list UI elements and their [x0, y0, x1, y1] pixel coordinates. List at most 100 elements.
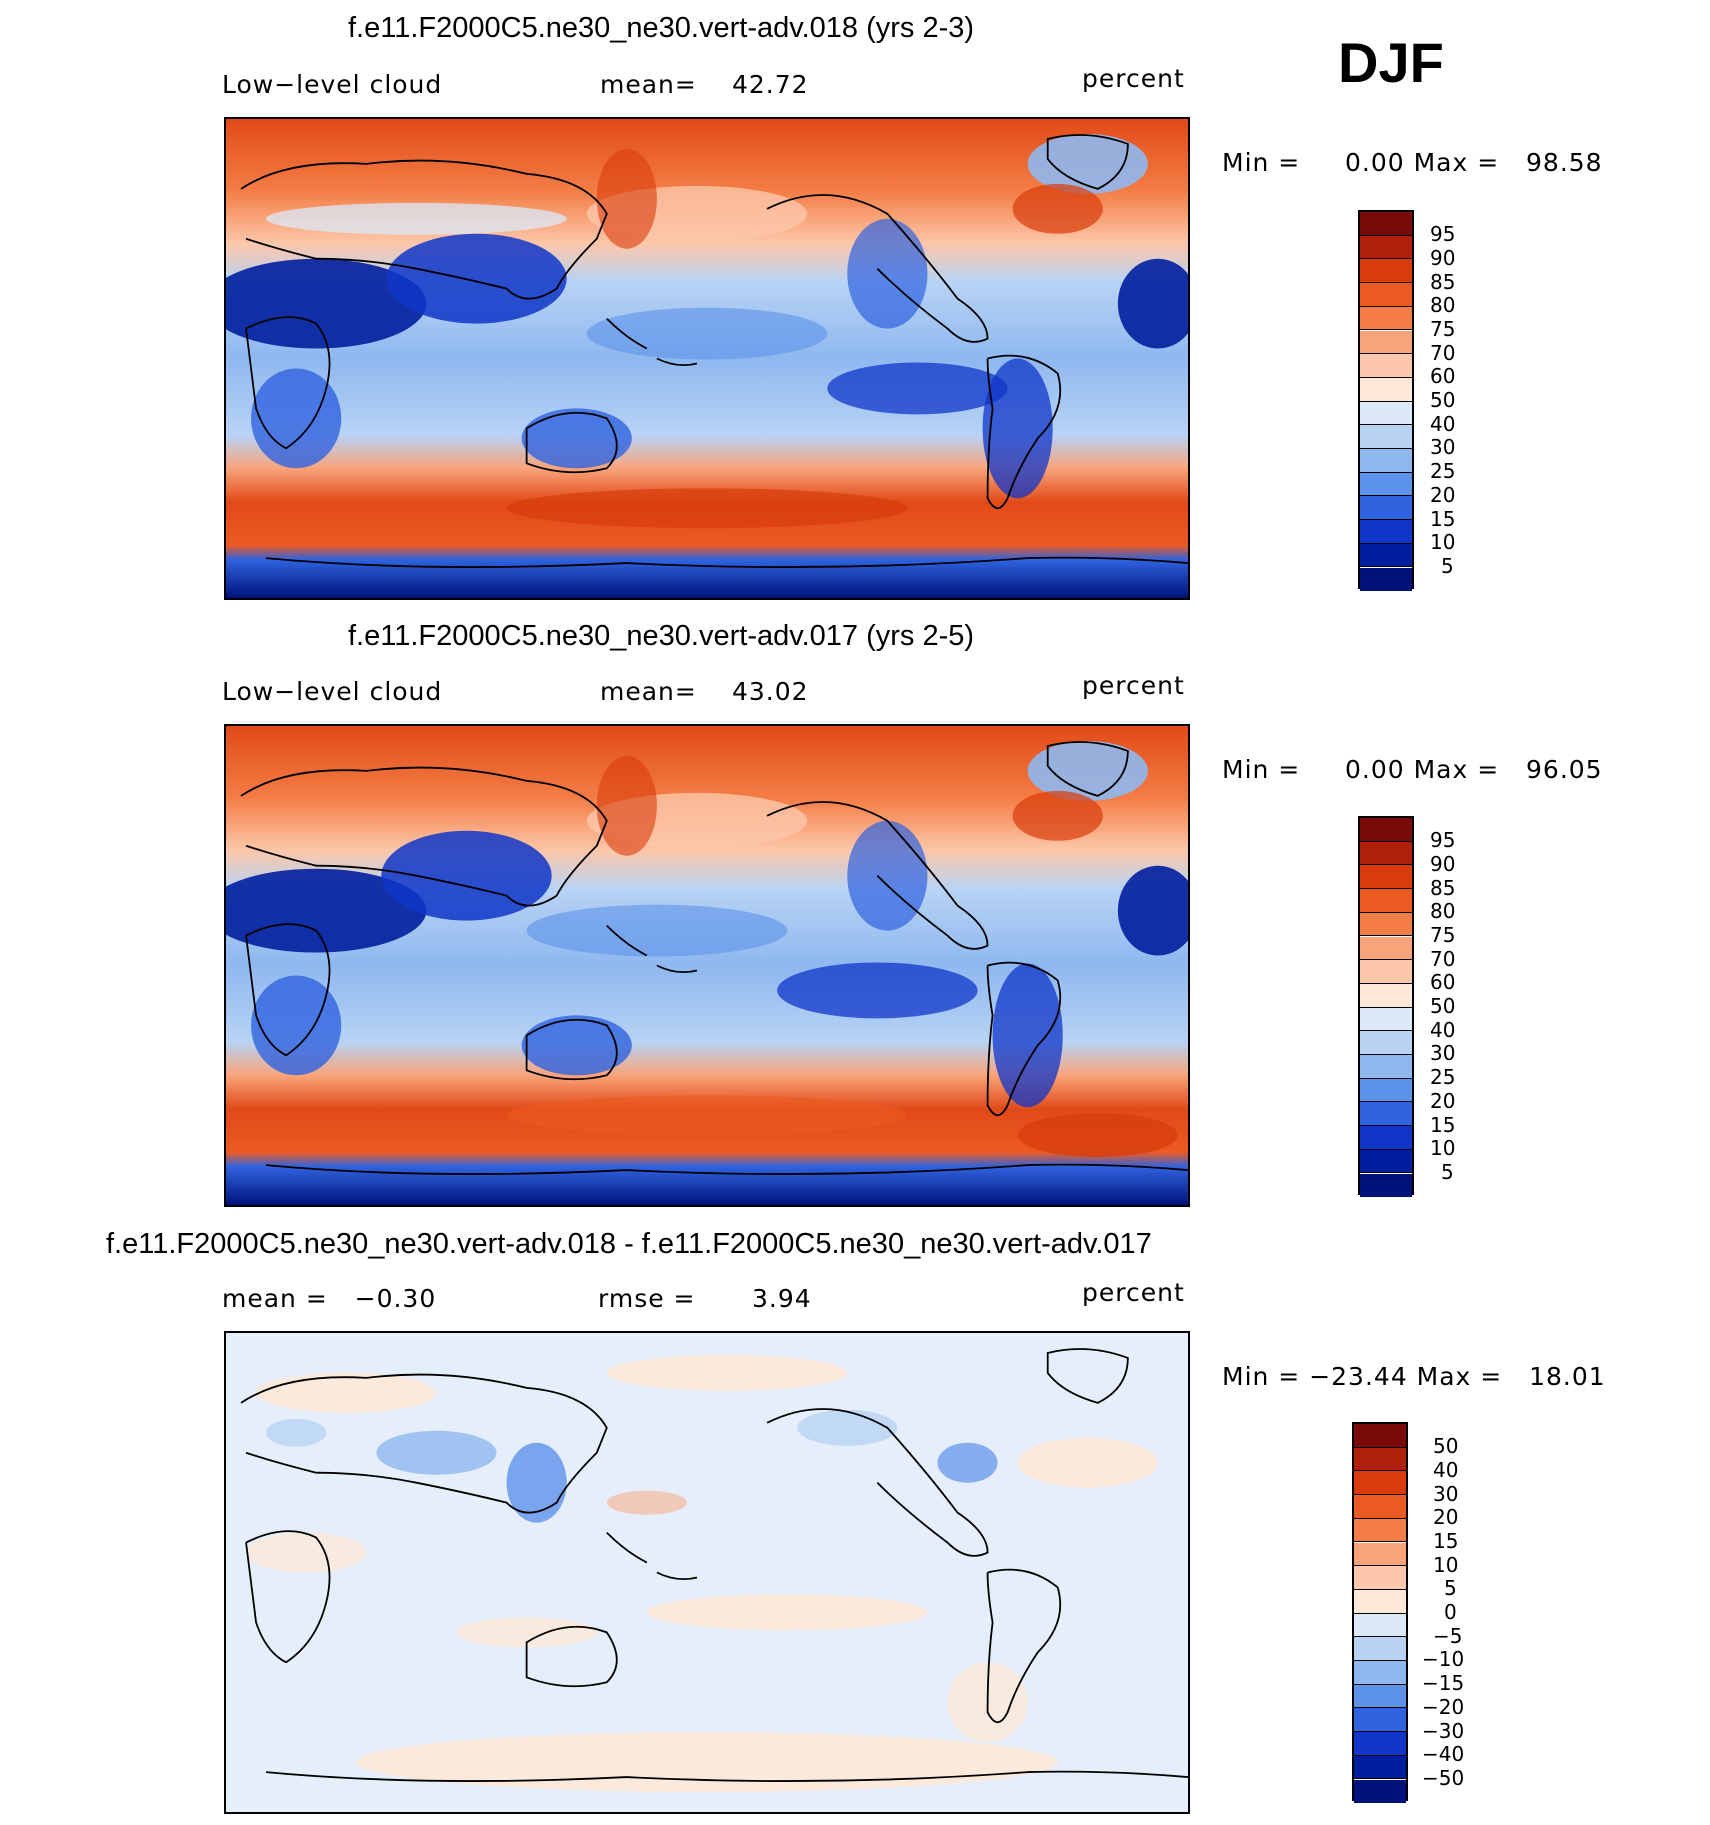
colorbar-box	[1360, 567, 1412, 591]
colorbar-tick: −5	[1433, 1624, 1463, 1648]
colorbar-tick: −10	[1422, 1647, 1465, 1671]
colorbar-tick: 90	[1430, 852, 1456, 876]
colorbar-box	[1360, 401, 1412, 426]
colorbar-tick: 80	[1430, 899, 1456, 923]
colorbar-tick: 60	[1430, 364, 1456, 388]
colorbar-tick: 25	[1430, 459, 1456, 483]
colorbar-tick: 50	[1430, 388, 1456, 412]
colorbar-tick: −40	[1422, 1742, 1465, 1766]
colorbar-box	[1360, 1126, 1412, 1150]
colorbar-box	[1354, 1542, 1406, 1567]
colorbar-box	[1354, 1684, 1406, 1709]
colorbar-box	[1360, 1149, 1412, 1174]
colorbar-tick: 75	[1430, 317, 1456, 341]
panel-3-rmse-label: rmse =	[598, 1284, 696, 1313]
colorbar-tick: 5	[1441, 1160, 1454, 1184]
panel-1-colorbar	[1358, 210, 1414, 591]
panel-1-map-field	[226, 119, 1188, 598]
colorbar-tick: 85	[1430, 876, 1456, 900]
colorbar-tick: 75	[1430, 923, 1456, 947]
colorbar-box	[1354, 1447, 1406, 1472]
colorbar-box	[1354, 1471, 1406, 1496]
colorbar-box	[1354, 1779, 1406, 1803]
colorbar-box	[1360, 259, 1412, 284]
colorbar-tick: 95	[1430, 222, 1456, 246]
colorbar-tick: 15	[1430, 1113, 1456, 1137]
colorbar-tick: 20	[1430, 1089, 1456, 1113]
panel-1-mean-label: mean=	[600, 70, 697, 99]
colorbar-box	[1360, 283, 1412, 307]
panel-2-mean-value: 43.02	[732, 677, 809, 706]
colorbar-box	[1354, 1613, 1406, 1638]
colorbar-box	[1360, 235, 1412, 260]
colorbar-box	[1354, 1755, 1406, 1780]
panel-1-minmax: Min = 0.00 Max = 98.58	[1222, 148, 1603, 177]
colorbar-box	[1360, 841, 1412, 866]
colorbar-tick: −30	[1422, 1719, 1465, 1743]
colorbar-tick: 85	[1430, 270, 1456, 294]
colorbar-tick: 70	[1430, 947, 1456, 971]
colorbar-tick: 40	[1430, 1018, 1456, 1042]
colorbar-box	[1360, 983, 1412, 1008]
colorbar-box	[1354, 1708, 1406, 1733]
panel-1-variable-label: Low−level cloud	[222, 70, 443, 99]
panel-3-colorbar	[1352, 1422, 1408, 1803]
colorbar-tick: 30	[1430, 1041, 1456, 1065]
colorbar-box	[1360, 1102, 1412, 1127]
colorbar-tick: 10	[1430, 530, 1456, 554]
colorbar-box	[1360, 1078, 1412, 1103]
colorbar-tick: 15	[1430, 507, 1456, 531]
colorbar-box	[1360, 425, 1412, 449]
colorbar-tick: 0	[1444, 1600, 1457, 1624]
colorbar-tick: 15	[1433, 1529, 1459, 1553]
panel-2-map-field	[226, 726, 1188, 1205]
panel-2-variable-label: Low−level cloud	[222, 677, 443, 706]
colorbar-tick: −50	[1422, 1766, 1465, 1790]
colorbar-box	[1360, 936, 1412, 961]
panel-3-units: percent	[1082, 1278, 1185, 1307]
colorbar-tick: 30	[1433, 1482, 1459, 1506]
colorbar-tick: 5	[1444, 1576, 1457, 1600]
panel-1-units: percent	[1082, 64, 1185, 93]
colorbar-tick: 20	[1433, 1505, 1459, 1529]
season-label: DJF	[1338, 31, 1444, 94]
colorbar-box	[1354, 1518, 1406, 1543]
panel-2-title: f.e11.F2000C5.ne30_ne30.vert-adv.017 (yr…	[348, 620, 975, 652]
colorbar-box	[1360, 912, 1412, 937]
colorbar-tick: 40	[1433, 1458, 1459, 1482]
colorbar-tick: 50	[1430, 994, 1456, 1018]
panel-3-rmse-value: 3.94	[752, 1284, 812, 1313]
panel-2-units: percent	[1082, 671, 1185, 700]
panel-3-title: f.e11.F2000C5.ne30_ne30.vert-adv.018 - f…	[106, 1228, 1152, 1260]
colorbar-box	[1360, 306, 1412, 331]
colorbar-box	[1360, 889, 1412, 913]
colorbar-box	[1360, 377, 1412, 402]
colorbar-box	[1354, 1566, 1406, 1590]
colorbar-box	[1360, 354, 1412, 378]
colorbar-tick: 30	[1430, 435, 1456, 459]
colorbar-box	[1354, 1424, 1406, 1448]
panel-2-mean-label: mean=	[600, 677, 697, 706]
colorbar-tick: 95	[1430, 828, 1456, 852]
colorbar-box	[1354, 1637, 1406, 1661]
panel-3-minmax: Min = −23.44 Max = 18.01	[1222, 1362, 1606, 1391]
colorbar-box	[1360, 449, 1412, 473]
panel-1-title: f.e11.F2000C5.ne30_ne30.vert-adv.018 (yr…	[348, 12, 975, 44]
colorbar-box	[1360, 543, 1412, 568]
colorbar-tick: −20	[1422, 1695, 1465, 1719]
colorbar-box	[1360, 212, 1412, 236]
panel-3-map	[224, 1331, 1190, 1814]
colorbar-tick: 25	[1430, 1065, 1456, 1089]
colorbar-tick: 60	[1430, 970, 1456, 994]
colorbar-tick: 10	[1430, 1136, 1456, 1160]
colorbar-box	[1354, 1589, 1406, 1614]
colorbar-tick: 90	[1430, 246, 1456, 270]
panel-2-colorbar	[1358, 816, 1414, 1197]
colorbar-box	[1354, 1495, 1406, 1519]
colorbar-box	[1360, 472, 1412, 497]
colorbar-box	[1360, 960, 1412, 984]
colorbar-box	[1360, 496, 1412, 521]
colorbar-box	[1360, 1007, 1412, 1032]
colorbar-box	[1360, 865, 1412, 890]
colorbar-box	[1360, 1055, 1412, 1079]
